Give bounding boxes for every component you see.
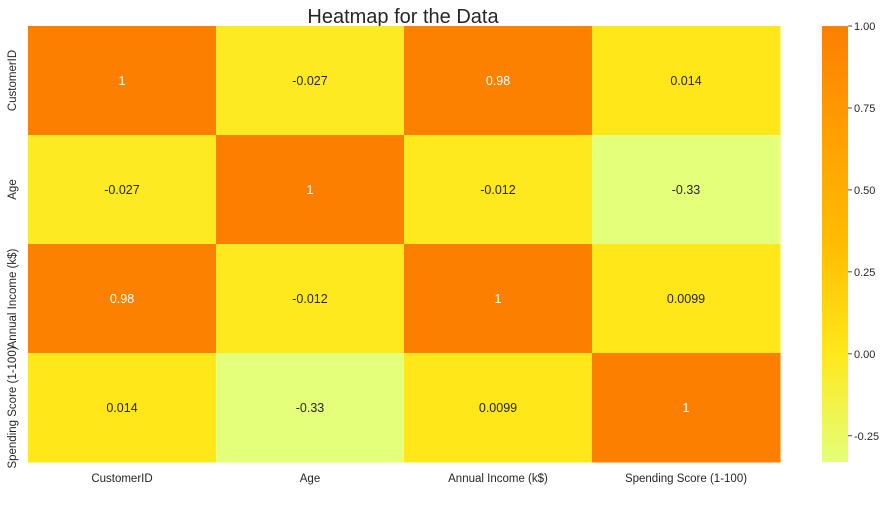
colorbar-tick-label: -0.25 [854,431,879,443]
cell-annotation: -0.33 [672,183,701,197]
y-tick-label: CustomerID [7,50,19,111]
colorbar-tick-label: 0.25 [854,267,875,279]
cell-annotation: 1 [307,183,314,197]
chart-title: Heatmap for the Data [307,6,499,28]
cell-annotation: 0.98 [110,292,134,306]
heatmap-cell [216,135,405,245]
y-axis-tick-labels: CustomerID Age Annual Income (k$)Spending … [7,50,19,469]
heatmap-cell [592,244,781,354]
heatmap-cell [28,135,217,245]
cell-annotation: 1 [119,74,126,88]
cell-annotation: -0.027 [104,183,139,197]
heatmap-cell [592,135,781,245]
x-axis-tick-labels: CustomerID Age Annual Income (k$) Spending … [91,473,747,485]
heatmap-cell [216,26,405,136]
colorbar-tick-label: 0.50 [854,185,875,197]
heatmap-cell [404,244,593,354]
x-tick-label: Age [300,473,320,485]
heatmap-cell [28,26,217,136]
cell-annotation: -0.027 [292,74,327,88]
cell-annotation: -0.33 [296,401,325,415]
colorbar-tick-labels: -0.25 0.00 0.25 0.50 0.75 1.00 [848,21,879,443]
x-tick-label: CustomerID [91,473,152,485]
y-tick-label: Age [7,179,19,199]
cell-annotation: 0.0099 [479,401,517,415]
heatmap-cell [592,353,781,463]
y-tick-label: Spending Score (1-100) [7,346,19,468]
colorbar [822,26,848,462]
heatmap-cell [404,353,593,463]
colorbar-tick-label: 1.00 [854,21,875,33]
heatmap-cell [592,26,781,136]
heatmap-cell [28,244,217,354]
heatmap-cell [216,353,405,463]
x-tick-label: Annual Income (k$) [448,473,548,485]
cell-annotation: -0.012 [480,183,515,197]
colorbar-tick-label: 0.00 [854,349,875,361]
cell-annotation: 1 [683,401,690,415]
cell-annotation: 1 [495,292,502,306]
x-tick-label: Spending Score (1-100) [625,473,747,485]
cell-annotation: 0.98 [486,74,510,88]
colorbar-tick-label: 0.75 [854,103,875,115]
heatmap-cell [28,353,217,463]
cell-annotation: -0.012 [292,292,327,306]
cell-annotation: 0.014 [106,401,137,415]
heatmap-cell [216,244,405,354]
heatmap-cell [404,26,593,136]
y-tick-label: Annual Income (k$) [7,248,19,348]
heatmap-cells: 1 -0.027 0.98 0.014 -0.027 1 -0.012 -0.33 0.98 -0… [28,26,781,463]
cell-annotation: 0.0099 [667,292,705,306]
heatmap-cell [404,135,593,245]
cell-annotation: 0.014 [670,74,701,88]
